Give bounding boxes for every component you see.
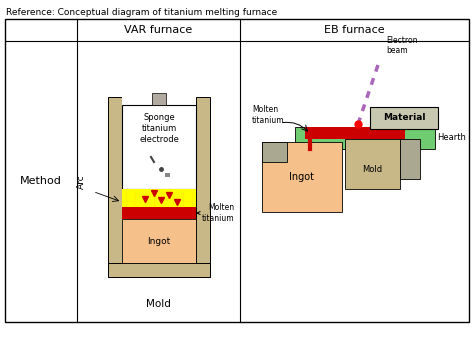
- Text: Electron
beam: Electron beam: [386, 36, 418, 55]
- Text: Method: Method: [20, 177, 62, 186]
- Bar: [295, 127, 435, 149]
- Text: Hearth: Hearth: [437, 133, 466, 143]
- Bar: [108, 263, 210, 277]
- Bar: [152, 93, 166, 105]
- Text: VAR furnace: VAR furnace: [124, 25, 192, 35]
- Text: Reference: Conceptual diagram of titanium melting furnace: Reference: Conceptual diagram of titaniu…: [6, 8, 277, 17]
- Text: Molten
titanium: Molten titanium: [252, 105, 284, 125]
- Bar: [305, 127, 405, 139]
- Bar: [345, 139, 400, 189]
- Bar: [370, 107, 438, 129]
- Bar: [196, 97, 210, 277]
- Text: Molten
titanium: Molten titanium: [197, 203, 234, 223]
- Text: Mold: Mold: [363, 164, 383, 174]
- Bar: [122, 219, 196, 263]
- Bar: [108, 97, 122, 277]
- Text: Mold: Mold: [146, 299, 171, 309]
- Text: Sponge
titanium
electrode: Sponge titanium electrode: [139, 113, 179, 144]
- Text: Ingot: Ingot: [290, 172, 315, 182]
- Bar: [262, 142, 342, 212]
- Bar: [400, 139, 420, 179]
- Text: EB furnace: EB furnace: [324, 25, 385, 35]
- Text: Arc: Arc: [76, 174, 85, 189]
- Bar: [5, 19, 469, 322]
- Bar: [122, 97, 196, 263]
- Bar: [122, 189, 196, 207]
- Bar: [122, 105, 196, 189]
- Bar: [262, 142, 287, 162]
- Bar: [165, 173, 170, 177]
- Text: Ingot: Ingot: [147, 237, 171, 245]
- Text: Material: Material: [383, 114, 425, 123]
- Bar: [122, 207, 196, 219]
- Bar: [415, 107, 435, 127]
